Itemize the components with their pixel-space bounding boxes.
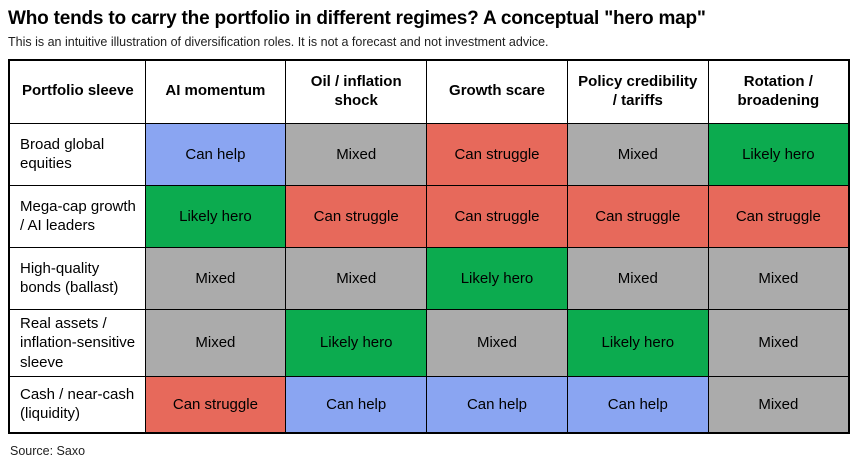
header-row: Portfolio sleeve AI momentum Oil / inflati… xyxy=(8,59,850,124)
status-cell: Mixed xyxy=(707,308,850,377)
status-cell: Can help xyxy=(566,376,709,433)
status-cell: Likely hero xyxy=(707,122,850,186)
status-cell: Likely hero xyxy=(285,308,428,377)
status-cell: Mixed xyxy=(285,122,428,186)
table-header: Portfolio sleeve AI momentum Oil / inflati… xyxy=(8,59,850,124)
status-cell: Mixed xyxy=(566,122,709,186)
status-cell: Mixed xyxy=(144,246,287,310)
status-cell: Likely hero xyxy=(566,308,709,377)
status-cell: Can struggle xyxy=(426,184,568,248)
column-header: Oil / inflation shock xyxy=(285,59,428,124)
table-row: Broad global equities Can help Mixed Can st… xyxy=(8,122,850,186)
row-label: Real assets / inflation-sensitive sleeve xyxy=(8,308,146,377)
row-label: Broad global equities xyxy=(8,122,146,186)
table-row: High-quality bonds (ballast) Mixed Mixed Li… xyxy=(8,246,850,310)
column-header: Portfolio sleeve xyxy=(8,59,146,124)
table-row: Mega-cap growth / AI leaders Likely hero C… xyxy=(8,184,850,248)
table-row: Real assets / inflation-sensitive sleeve… xyxy=(8,308,850,377)
status-cell: Can struggle xyxy=(144,376,287,433)
page-subtitle: This is an intuitive illustration of div… xyxy=(8,35,549,49)
status-cell: Mixed xyxy=(707,246,850,310)
status-cell: Can struggle xyxy=(566,184,709,248)
status-cell: Mixed xyxy=(144,308,287,377)
status-cell: Can struggle xyxy=(285,184,428,248)
status-cell: Likely hero xyxy=(144,184,287,248)
status-cell: Can help xyxy=(426,376,568,433)
hero-map-table: Portfolio sleeve AI momentum Oil / inflati… xyxy=(8,59,850,434)
row-label: High-quality bonds (ballast) xyxy=(8,246,146,310)
column-header: AI momentum xyxy=(144,59,287,124)
status-cell: Can struggle xyxy=(426,122,568,186)
column-header: Rotation / broadening xyxy=(707,59,850,124)
page-title: Who tends to carry the portfolio in diff… xyxy=(8,8,706,29)
column-header: Policy credibility / tariffs xyxy=(566,59,709,124)
status-cell: Mixed xyxy=(285,246,428,310)
status-cell: Mixed xyxy=(566,246,709,310)
status-cell: Can struggle xyxy=(707,184,850,248)
table-body: Broad global equities Can help Mixed Can st… xyxy=(8,122,850,433)
status-cell: Can help xyxy=(285,376,428,433)
row-label: Cash / near-cash (liquidity) xyxy=(8,376,146,433)
status-cell: Mixed xyxy=(707,376,850,433)
status-cell: Mixed xyxy=(426,308,568,377)
row-label: Mega-cap growth / AI leaders xyxy=(8,184,146,248)
source-note: Source: Saxo xyxy=(10,443,86,458)
status-cell: Likely hero xyxy=(426,246,568,310)
column-header: Growth scare xyxy=(426,59,568,124)
status-cell: Can help xyxy=(144,122,287,186)
table-row: Cash / near-cash (liquidity) Can struggle… xyxy=(8,376,850,433)
